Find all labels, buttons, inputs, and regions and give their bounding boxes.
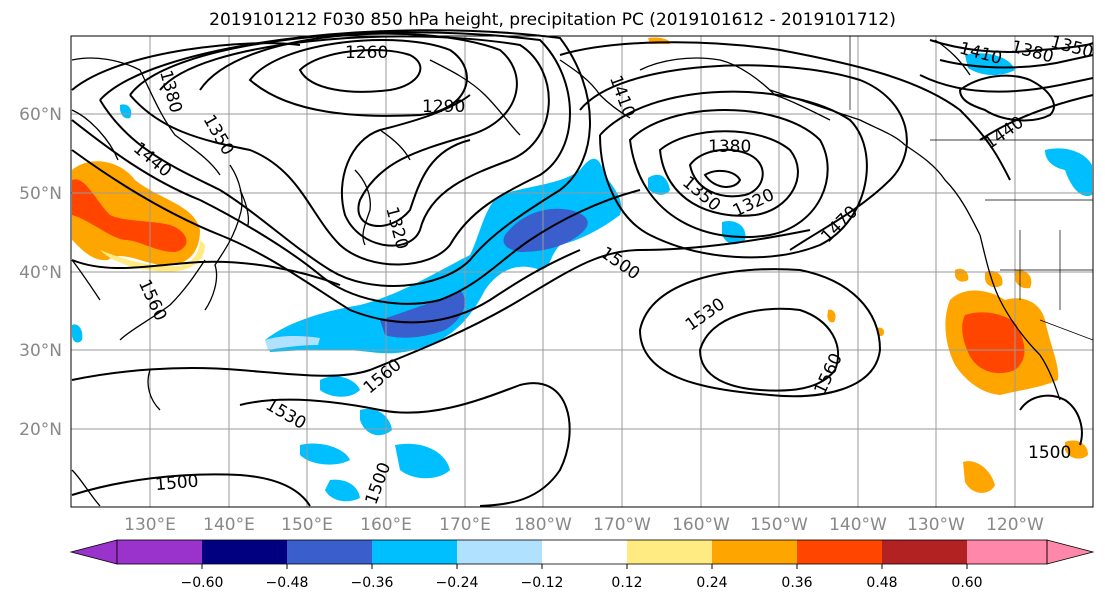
colorbar: −0.60 −0.48 −0.36 −0.24 −0.12 0.12 0.24 … — [69, 539, 1095, 591]
precip-negative-aleutian2 — [722, 220, 746, 245]
lon-label: 150°W — [750, 515, 808, 535]
colorbar-segment — [882, 540, 967, 564]
lat-label: 40°N — [19, 263, 62, 283]
colorbar-extend-high — [1046, 539, 1095, 565]
precip-negative-aleutian — [648, 174, 670, 195]
colorbar-ticks — [201, 564, 968, 569]
colorbar-extend-low — [69, 539, 118, 565]
precip-negative-blob3 — [300, 443, 350, 465]
lon-label: 150°E — [281, 515, 333, 535]
lat-label: 20°N — [19, 420, 62, 440]
contour-label: 1380 — [708, 137, 751, 157]
colorbar-tick-label: −0.24 — [436, 575, 479, 591]
colorbar-tick-label: −0.12 — [521, 575, 564, 591]
lon-label: 180°W — [514, 515, 572, 535]
latitude-labels: 60°N 50°N 40°N 30°N 20°N — [19, 105, 62, 440]
colorbar-segment — [542, 540, 627, 564]
precip-negative-west-edge — [72, 324, 83, 343]
lon-label: 130°W — [907, 515, 965, 535]
precip-negative-ne1 — [965, 53, 1015, 76]
precip-positive-west-core — [72, 179, 187, 252]
lon-label: 170°E — [439, 515, 491, 535]
colorbar-tick-label: −0.60 — [181, 575, 224, 591]
lon-label: 170°W — [593, 515, 651, 535]
precip-negative-ne2 — [1045, 148, 1092, 196]
colorbar-segment — [712, 540, 797, 564]
colorbar-tick-label: −0.36 — [351, 575, 394, 591]
borders — [849, 36, 1094, 341]
precip-negative-band-light — [265, 335, 320, 350]
colorbar-segment — [287, 540, 372, 564]
precip-negative-blob5 — [325, 479, 360, 502]
lat-label: 60°N — [19, 105, 62, 125]
precip-negative-blob4 — [395, 443, 450, 479]
longitude-labels: 130°E 140°E 150°E 160°E 170°E 180°W 170°… — [124, 515, 1044, 535]
coastlines — [71, 39, 1061, 507]
contour-label: 1500 — [1028, 443, 1071, 463]
chart-title: 2019101212 F030 850 hPa height, precipit… — [209, 10, 896, 30]
contour-label: 1260 — [345, 43, 388, 63]
precip-positive-east-se — [1065, 440, 1088, 459]
colorbar-segment — [457, 540, 542, 564]
contour-label: 1500 — [154, 471, 199, 495]
precip-negative-west-edge2 — [120, 104, 132, 119]
colorbar-frame — [116, 539, 1048, 565]
colorbar-segment — [372, 540, 457, 564]
precip-shading — [72, 37, 1092, 502]
lat-label: 50°N — [19, 184, 62, 204]
map-gridlines — [71, 36, 1093, 507]
precip-positive-east-s — [963, 461, 995, 493]
height-contours — [71, 29, 1094, 507]
lon-label: 140°W — [829, 515, 887, 535]
colorbar-segment — [967, 540, 1047, 564]
lon-label: 160°W — [672, 515, 730, 535]
colorbar-segment — [797, 540, 882, 564]
precip-positive-east-core — [962, 312, 1025, 374]
lon-label: 140°E — [203, 515, 255, 535]
colorbar-tick-label: 0.48 — [866, 575, 897, 591]
precip-negative-blob1 — [320, 376, 360, 397]
precip-negative-band-mid — [380, 290, 465, 338]
lat-label: 30°N — [19, 341, 62, 361]
colorbar-segment — [627, 540, 712, 564]
lon-label: 120°W — [986, 515, 1044, 535]
lon-label: 130°E — [124, 515, 176, 535]
colorbar-segment — [117, 540, 202, 564]
map-frame — [70, 35, 1094, 508]
colorbar-tick-label: 0.60 — [951, 575, 982, 591]
contour-label: 1290 — [422, 97, 465, 117]
colorbar-tick-label: 0.36 — [781, 575, 812, 591]
colorbar-tick-label: 0.12 — [611, 575, 642, 591]
colorbar-tick-label: 0.24 — [696, 575, 727, 591]
precip-positive-west-light — [100, 240, 205, 272]
colorbar-segment — [202, 540, 287, 564]
lon-label: 160°E — [360, 515, 412, 535]
colorbar-tick-label: −0.48 — [266, 575, 309, 591]
